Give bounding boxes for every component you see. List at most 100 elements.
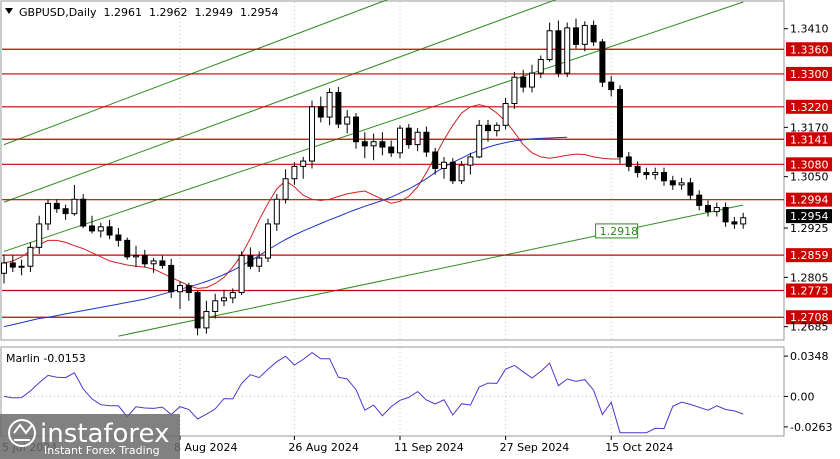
candle-body-bear: [696, 194, 703, 206]
candle-body-bull: [476, 124, 483, 158]
price-tick-label: 1.2685: [790, 321, 829, 334]
candle-body-bull: [212, 300, 219, 312]
candle-body-bear: [379, 141, 386, 148]
candle-body-bull: [71, 198, 78, 215]
candle: [62, 204, 69, 220]
candle: [265, 218, 271, 263]
candle: [300, 156, 307, 179]
candle-body-bear: [89, 225, 95, 232]
candle-body-bear: [106, 226, 113, 236]
osc-tick-label: 0.00: [790, 390, 815, 403]
candle: [405, 124, 412, 149]
candle: [696, 190, 703, 211]
candle-body-bull: [221, 297, 227, 302]
candle: [133, 245, 139, 268]
candle: [529, 64, 535, 93]
candle: [449, 158, 456, 185]
candle: [476, 119, 483, 159]
candle-body-bear: [573, 27, 579, 45]
candle-body-bear: [731, 221, 738, 225]
level-label: 1.2859: [790, 249, 829, 262]
candle-body-bear: [124, 239, 131, 258]
candle-body-bull: [493, 124, 500, 132]
horizontal-levels: [2, 48, 784, 318]
level-tag: [786, 99, 832, 114]
candle: [581, 21, 588, 52]
candle-body-bull: [177, 285, 183, 293]
candle-body-bear: [599, 41, 606, 83]
candle: [212, 293, 219, 319]
candle: [643, 167, 650, 180]
candle: [361, 132, 368, 159]
candle: [502, 97, 509, 130]
candle-body-bear: [643, 172, 650, 176]
candle-body-bear: [388, 146, 395, 154]
candle: [159, 255, 166, 269]
candle-body-bull: [537, 59, 544, 74]
candle: [678, 177, 685, 190]
candle: [652, 167, 659, 180]
candle: [511, 71, 518, 109]
candle: [229, 288, 236, 304]
oscillator-label: Marlin -0.0153: [6, 352, 86, 365]
candle-body-bull: [467, 156, 474, 166]
collapse-triangle-icon[interactable]: [5, 8, 13, 14]
time-label: 8 Aug 2024: [174, 441, 237, 454]
candle-body-bull: [282, 178, 289, 200]
candle: [555, 20, 562, 78]
candle-body-bull: [291, 165, 298, 180]
candle-body-bull: [511, 76, 518, 105]
candle: [661, 167, 667, 186]
level-tag: [786, 283, 832, 298]
candle: [713, 202, 720, 217]
candle: [53, 199, 60, 213]
title-block: GBPUSD,Daily 1.2961 1.2962 1.2949 1.2954: [5, 6, 278, 19]
level-tag: [786, 66, 832, 81]
candle: [467, 152, 474, 175]
candle-body-bear: [634, 165, 641, 174]
candle: [397, 125, 403, 159]
candle: [379, 132, 386, 156]
candle-body-bear: [485, 124, 491, 132]
candle: [124, 237, 131, 260]
moving-averages: [3, 104, 620, 328]
candle: [256, 251, 263, 273]
candle-body-bull: [1, 262, 7, 274]
price-axis: 1.3360 1.3300 1.3220 1.3141 1.3080 1.2994 1.28…: [595, 23, 832, 434]
price-tick-label: 1.3170: [790, 121, 829, 134]
candle: [89, 215, 95, 234]
candle: [317, 96, 324, 123]
candle-body-bear: [449, 161, 456, 182]
candle-body-bull: [581, 24, 588, 45]
price-tick-label: 1.3050: [790, 171, 829, 184]
candle: [1, 254, 7, 284]
candle: [353, 112, 359, 149]
logo-subtitle: Instant Forex Trading: [44, 444, 160, 457]
current-price-tag: [786, 209, 832, 224]
candle: [168, 258, 175, 298]
channel-line: [3, 1, 744, 252]
candle: [141, 249, 148, 268]
logo-emblem-icon: [8, 419, 36, 447]
annotation-label: 1.2918: [600, 225, 639, 238]
osc-tick-label: 0.0348: [790, 350, 829, 363]
candle: [617, 85, 623, 164]
candle-body-bull: [678, 182, 685, 186]
candle-body-bear: [705, 204, 711, 213]
candle-body-bull: [713, 206, 720, 213]
candle-body-bear: [608, 81, 615, 91]
candle-body-bull: [133, 255, 139, 258]
time-label: 11 Sep 2024: [394, 441, 464, 454]
candle-body-bull: [564, 27, 571, 74]
candle-body-bull: [300, 160, 307, 167]
candle-body-bull: [36, 223, 43, 248]
candle: [687, 177, 694, 201]
price-tick-label: 1.2925: [790, 222, 829, 235]
time-label: 27 Sep 2024: [500, 441, 570, 454]
candle-body-bear: [423, 131, 430, 153]
candle-body-bull: [370, 141, 377, 147]
candle: [485, 119, 491, 142]
candle-body-bull: [238, 255, 245, 294]
candle: [458, 161, 465, 185]
